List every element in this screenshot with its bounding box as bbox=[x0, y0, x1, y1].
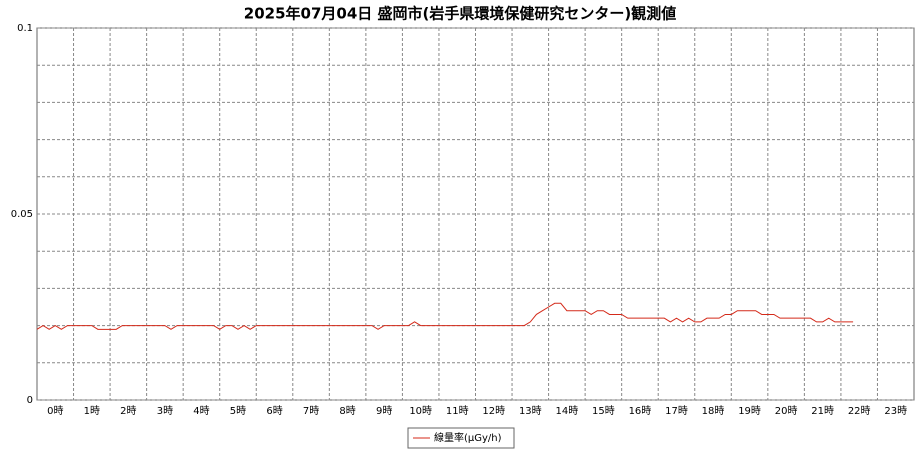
data-line bbox=[36, 302, 854, 330]
legend-box bbox=[407, 427, 515, 449]
x-tick-label: 10時 bbox=[409, 405, 432, 417]
x-tick-label: 1時 bbox=[84, 405, 100, 417]
x-tick-label: 8時 bbox=[339, 405, 355, 417]
x-tick-label: 0時 bbox=[47, 405, 63, 417]
x-tick-label: 5時 bbox=[230, 405, 246, 417]
x-tick-label: 7時 bbox=[303, 405, 319, 417]
x-tick-label: 11時 bbox=[446, 405, 469, 417]
x-tick-label: 22時 bbox=[848, 405, 871, 417]
legend-label: 線量率(μGy/h) bbox=[434, 431, 502, 444]
x-tick-label: 17時 bbox=[665, 405, 688, 417]
x-tick-label: 19時 bbox=[738, 405, 761, 417]
x-tick-label: 15時 bbox=[592, 405, 615, 417]
chart-title: 2025年07月04日 盛岡市(岩手県環境保健研究センター)観測値 bbox=[244, 5, 676, 23]
x-tick-label: 13時 bbox=[519, 405, 542, 417]
x-tick-label: 21時 bbox=[811, 405, 834, 417]
y-tick-label: 0 bbox=[27, 395, 33, 406]
x-tick-label: 20時 bbox=[775, 405, 798, 417]
x-tick-label: 23時 bbox=[884, 405, 907, 417]
x-tick-label: 3時 bbox=[157, 405, 173, 417]
x-tick-label: 9時 bbox=[376, 405, 392, 417]
x-tick-label: 4時 bbox=[193, 405, 209, 417]
x-tick-label: 14時 bbox=[555, 405, 578, 417]
x-tick-label: 16時 bbox=[629, 405, 652, 417]
y-tick-label: 0.1 bbox=[17, 23, 33, 34]
x-tick-label: 6時 bbox=[266, 405, 282, 417]
x-tick-label: 18時 bbox=[702, 405, 725, 417]
y-tick-label: 0.05 bbox=[11, 209, 33, 220]
x-tick-label: 12時 bbox=[482, 405, 505, 417]
x-tick-label: 2時 bbox=[120, 405, 136, 417]
